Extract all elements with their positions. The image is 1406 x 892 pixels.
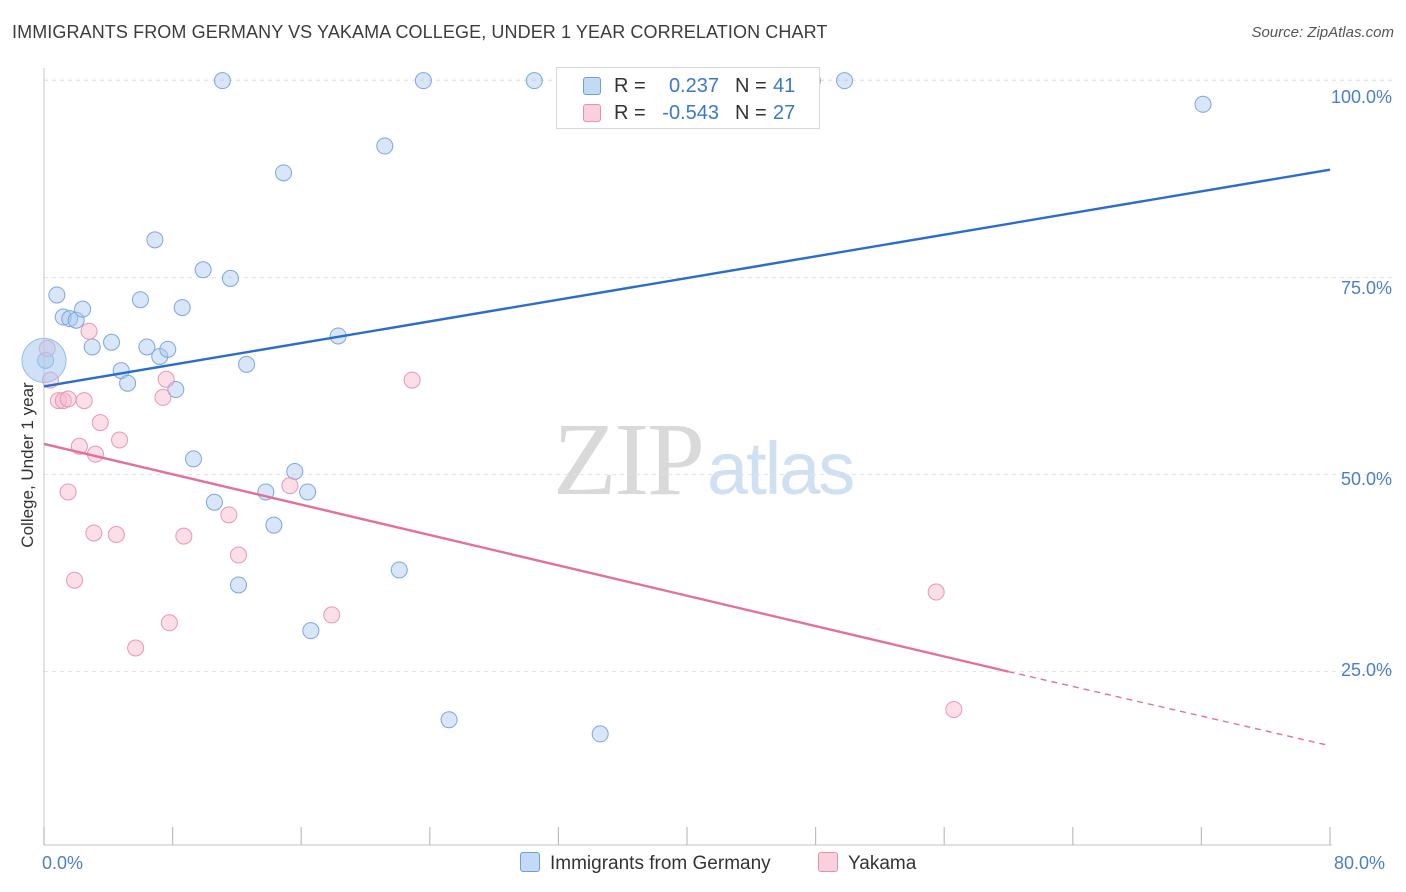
data-point-yakama xyxy=(175,527,193,545)
r-value: -0.543 xyxy=(662,102,719,124)
data-point-yakama xyxy=(281,477,299,495)
yakama-swatch-icon xyxy=(583,104,601,122)
data-point-yakama xyxy=(154,388,172,406)
data-point-germany xyxy=(184,450,202,468)
data-point-yakama xyxy=(107,526,125,544)
x-tick-label-min: 0.0% xyxy=(42,853,84,873)
legend-row-germany: R = 0.237 N = 41 xyxy=(557,74,819,102)
data-point-germany xyxy=(54,308,72,326)
trendline-yakama xyxy=(43,442,1009,673)
data-point-yakama xyxy=(59,390,77,408)
data-point-germany-large xyxy=(21,337,67,383)
data-point-yakama xyxy=(160,614,178,632)
axes-layer xyxy=(43,68,1332,846)
data-point-germany xyxy=(440,711,458,729)
n-label: N = xyxy=(735,75,767,97)
data-point-germany xyxy=(74,300,92,318)
n-value: 27 xyxy=(773,102,796,124)
legend-label-yakama: Yakama xyxy=(848,853,917,874)
data-point-germany xyxy=(376,137,394,155)
legend-label-germany: Immigrants from Germany xyxy=(550,853,771,874)
trend-layer xyxy=(43,168,1331,747)
data-point-germany xyxy=(138,338,156,356)
data-point-germany xyxy=(103,333,121,351)
data-point-yakama xyxy=(157,370,175,388)
data-point-germany xyxy=(159,340,177,358)
watermark-zip: ZIP xyxy=(553,402,705,517)
data-point-germany xyxy=(48,286,66,304)
data-point-yakama xyxy=(66,571,84,589)
data-point-germany xyxy=(205,493,223,511)
data-point-germany xyxy=(414,72,432,90)
n-label: N = xyxy=(735,102,767,124)
data-point-yakama xyxy=(85,524,103,542)
series-legend: Immigrants from Germany Yakama xyxy=(0,852,1406,878)
data-point-yakama xyxy=(59,483,77,501)
data-point-germany xyxy=(299,483,317,501)
legend-item-yakama: Yakama xyxy=(818,852,916,875)
source-credit: Source: ZipAtlas.com xyxy=(1251,24,1394,41)
legend-row-yakama: R = -0.543 N = 27 xyxy=(557,101,819,129)
y-tick-label-100: 100.0% xyxy=(1330,87,1392,107)
y-tick-label-25: 25.0% xyxy=(1340,660,1392,680)
r-label: R = xyxy=(614,102,646,124)
data-point-germany xyxy=(275,164,293,182)
data-point-yakama xyxy=(230,546,248,564)
watermark-atlas: atlas xyxy=(707,427,855,510)
y-axis-label: College, Under 1 year xyxy=(18,382,37,548)
trendline-yakama-extension xyxy=(1008,670,1331,747)
data-point-germany xyxy=(146,231,164,249)
data-point-germany xyxy=(173,299,191,317)
data-point-yakama xyxy=(220,506,238,524)
watermark: ZIPatlas xyxy=(553,400,855,519)
data-point-germany xyxy=(67,311,85,329)
trendline-germany xyxy=(43,168,1331,388)
chart-title: IMMIGRANTS FROM GERMANY VS YAKAMA COLLEG… xyxy=(12,22,828,42)
data-point-yakama xyxy=(127,639,145,657)
data-point-germany xyxy=(390,561,408,579)
data-point-germany xyxy=(591,725,609,743)
data-point-germany xyxy=(131,291,149,309)
data-point-germany xyxy=(194,261,212,279)
data-point-germany xyxy=(230,576,248,594)
legend-item-germany: Immigrants from Germany xyxy=(520,852,771,875)
data-point-germany xyxy=(286,462,304,480)
data-point-yakama xyxy=(91,414,109,432)
data-point-germany xyxy=(302,622,320,640)
y-tick-label-75: 75.0% xyxy=(1340,278,1392,298)
data-point-germany xyxy=(119,374,137,392)
data-point-germany xyxy=(221,269,239,287)
data-point-yakama xyxy=(80,322,98,340)
data-point-germany xyxy=(238,355,256,373)
correlation-legend: R = 0.237 N = 41 R = -0.543 N = 27 xyxy=(556,67,820,129)
data-point-yakama xyxy=(75,392,93,410)
y-tick-label-50: 50.0% xyxy=(1340,469,1392,489)
x-tick-label-max: 80.0% xyxy=(1334,853,1386,873)
yakama-swatch-icon xyxy=(818,852,838,872)
data-point-yakama xyxy=(403,371,421,389)
points-layer xyxy=(21,72,1212,743)
data-point-yakama xyxy=(927,583,945,601)
data-point-germany xyxy=(61,310,79,328)
germany-swatch-icon xyxy=(520,852,540,872)
data-point-yakama xyxy=(323,606,341,624)
n-value: 41 xyxy=(773,75,796,97)
r-label: R = xyxy=(614,75,646,97)
data-point-germany xyxy=(83,338,101,356)
data-point-germany xyxy=(1194,95,1212,113)
data-point-yakama xyxy=(111,431,129,449)
r-value: 0.237 xyxy=(668,75,719,97)
data-point-germany xyxy=(525,72,543,90)
data-point-germany xyxy=(265,516,283,534)
data-point-germany xyxy=(213,72,231,90)
data-point-yakama xyxy=(945,700,963,718)
data-point-germany xyxy=(836,72,854,90)
germany-swatch-icon xyxy=(583,77,601,95)
